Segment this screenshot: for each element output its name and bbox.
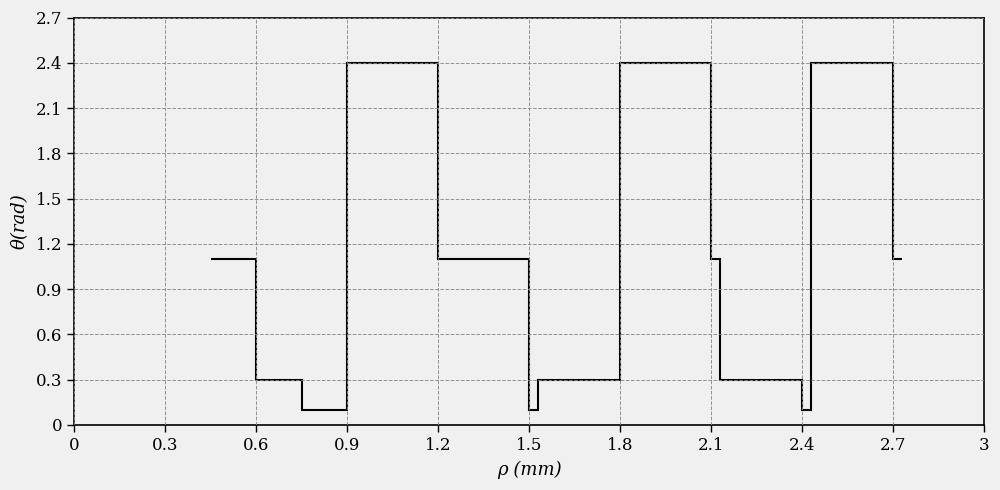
X-axis label: ρ (mm): ρ (mm) — [497, 461, 561, 479]
Y-axis label: θ(rad): θ(rad) — [11, 194, 29, 249]
